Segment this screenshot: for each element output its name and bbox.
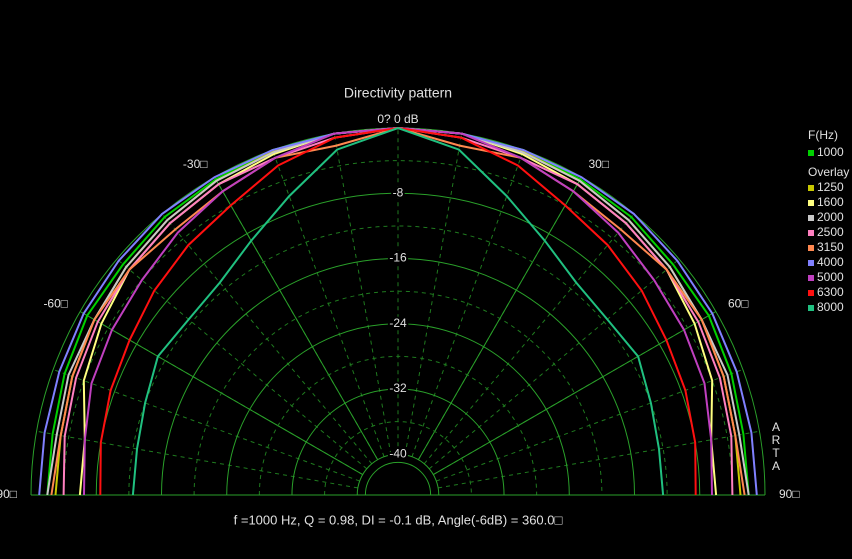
legend-swatch: [808, 260, 814, 266]
grid-radial: [333, 133, 392, 455]
grid-ring: [160, 257, 636, 496]
series-line: [131, 126, 665, 496]
watermark-letter: A: [772, 459, 780, 473]
chart-title: Directivity pattern: [344, 85, 452, 101]
legend-label: 1250: [817, 180, 844, 194]
grid-radial-major: [214, 176, 379, 460]
grid-ring-minor: [258, 355, 538, 496]
legend-label: 1600: [817, 195, 844, 209]
legend-label: 4000: [817, 255, 844, 269]
legend-label: 6300: [817, 285, 844, 299]
r-tick-label: -32: [389, 381, 407, 395]
legend-swatch: [808, 200, 814, 206]
grid-radial: [423, 213, 635, 465]
grid-ring: [356, 453, 440, 496]
inner-circle: [364, 461, 432, 496]
grid-ring: [226, 323, 570, 496]
grid-ring-minor: [128, 225, 668, 496]
legend-swatch: [808, 230, 814, 236]
angle-tick-label: -30□: [183, 157, 208, 171]
r-tick-label: -24: [389, 316, 407, 330]
angle-tick-label: -90□: [0, 487, 17, 501]
r-tick-label: -16: [389, 251, 407, 265]
legend-swatch: [808, 290, 814, 296]
legend-label: 2000: [817, 210, 844, 224]
angle-tick-label: 30□: [589, 157, 610, 171]
legend-label: 8000: [817, 300, 844, 314]
grid-radial: [116, 258, 368, 470]
r-tick-label: -40: [389, 446, 407, 460]
legend-swatch: [808, 245, 814, 251]
legend-swatch: [808, 150, 814, 156]
grid-ring: [95, 193, 701, 496]
grid-radial-major: [433, 311, 717, 476]
legend-label: 1000: [817, 145, 844, 159]
r-tick-label: 0? 0 dB: [377, 112, 418, 126]
r-tick-label: -8: [393, 185, 404, 199]
grid-radial: [411, 149, 524, 457]
watermark-letter: R: [772, 433, 781, 447]
legend-swatch: [808, 305, 814, 311]
angle-tick-label: -60□: [43, 297, 68, 311]
grid-ring: [291, 388, 505, 496]
legend-title: F(Hz): [808, 128, 838, 142]
legend-overlay-title: Overlay: [808, 165, 849, 179]
legend-label: 3150: [817, 240, 844, 254]
grid-ring-minor: [193, 290, 603, 496]
legend-swatch: [808, 275, 814, 281]
legend-swatch: [808, 215, 814, 221]
grid-radial: [438, 430, 760, 489]
grid-ring-minor: [324, 421, 472, 496]
legend-label: 5000: [817, 270, 844, 284]
angle-tick-label: 60□: [728, 297, 749, 311]
legend-label: 2500: [817, 225, 844, 239]
grid-radial: [52, 369, 360, 482]
watermark-letter: A: [772, 420, 780, 434]
angle-tick-label: 90□: [779, 487, 800, 501]
footer: f =1000 Hz, Q = 0.98, DI = -0.1 dB, Angl…: [234, 512, 563, 527]
legend-swatch: [808, 185, 814, 191]
watermark-letter: T: [772, 446, 780, 460]
